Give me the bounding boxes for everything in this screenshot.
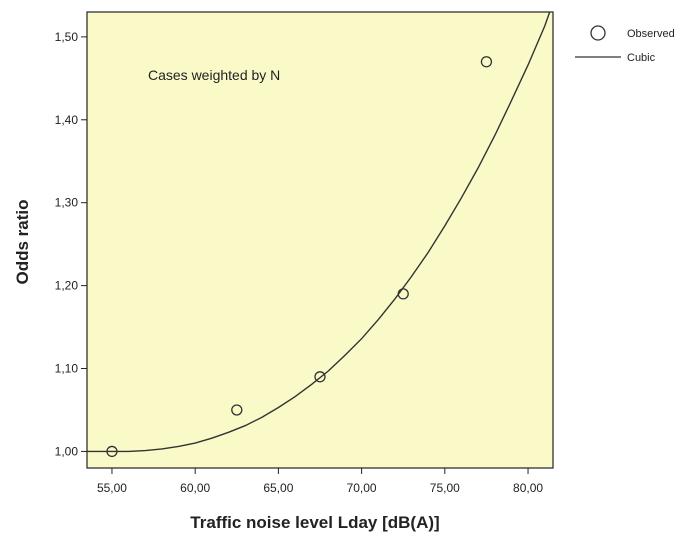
- legend-observed-label: Observed: [627, 28, 675, 40]
- cases-weighted-annotation: Cases weighted by N: [148, 67, 280, 83]
- legend: Observed Cubic: [575, 25, 675, 64]
- x-tick-label: 65,00: [263, 481, 293, 495]
- y-tick-label: 1,30: [55, 196, 79, 210]
- x-tick-label: 60,00: [180, 481, 210, 495]
- plot-marks: [87, 11, 551, 458]
- x-tick-label: 80,00: [513, 481, 543, 495]
- legend-cubic-label: Cubic: [627, 52, 656, 64]
- x-axis-label: Traffic noise level Lday [dB(A)]: [190, 513, 439, 532]
- legend-observed-marker: [590, 25, 606, 41]
- observed-point: [106, 445, 118, 458]
- y-tick-label: 1,20: [55, 279, 79, 293]
- observed-point: [397, 288, 409, 300]
- y-tick-label: 1,50: [55, 30, 79, 44]
- y-tick-label: 1,40: [55, 113, 79, 127]
- x-tick-label: 75,00: [430, 481, 460, 495]
- plot-area: [86, 11, 554, 469]
- y-axis-label: Odds ratio: [13, 199, 32, 284]
- x-axis: 55,00 60,00 65,00 70,00 75,00 80,00: [97, 468, 543, 495]
- x-tick-label: 70,00: [347, 481, 377, 495]
- observed-point: [314, 371, 326, 383]
- observed-point: [480, 56, 493, 68]
- y-axis: 1,00 1,10 1,20 1,30 1,40 1,50: [55, 30, 87, 458]
- x-tick-label: 55,00: [97, 481, 127, 495]
- y-tick-label: 1,10: [55, 362, 79, 376]
- observed-point: [231, 404, 243, 416]
- cubic-fit-line: [87, 11, 551, 453]
- y-tick-label: 1,00: [55, 444, 79, 458]
